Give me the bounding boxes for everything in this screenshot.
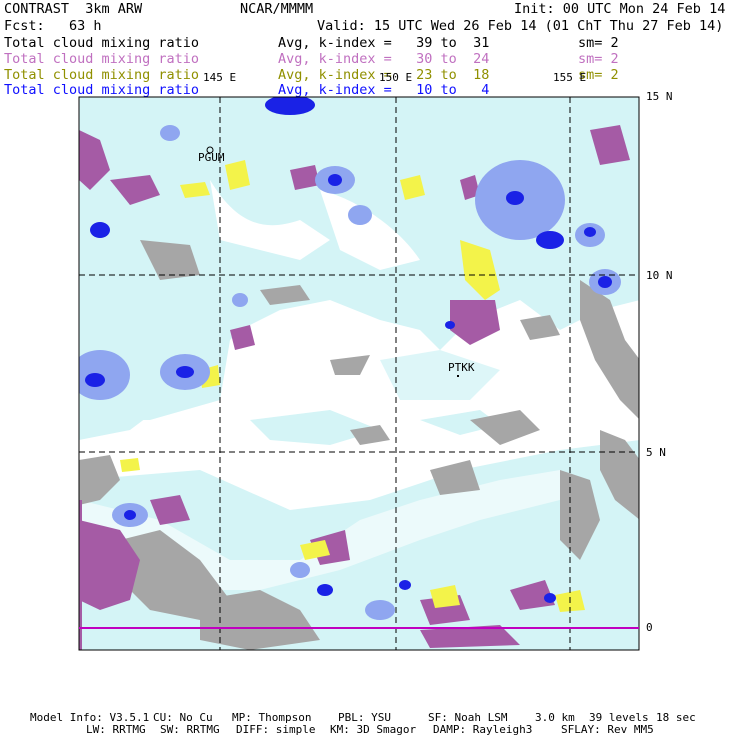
field-3-avg: Avg, k-index = 23 to 18 (278, 67, 490, 83)
field-2-avg: Avg, k-index = 30 to 24 (278, 51, 490, 67)
model-name: CONTRAST 3km ARW (4, 1, 143, 17)
field-3-name: Total cloud mixing ratio (4, 67, 200, 83)
km-scheme: KM: 3D Smagor (330, 723, 417, 736)
map-frame (78, 96, 640, 651)
lat-label-5n: 5 N (646, 446, 666, 459)
model-version: Model Info: V3.5.1 (30, 711, 150, 724)
cloud-purple-regions (79, 125, 639, 650)
field-4-avg: Avg, k-index = 10 to 4 (278, 82, 490, 98)
field-3-sm: sm= 2 (578, 67, 619, 83)
longwave-scheme: LW: RRTMG (86, 723, 146, 736)
lat-label-10n: 10 N (646, 269, 673, 282)
map-grid (79, 97, 639, 650)
station-pgum: PGUM (198, 151, 225, 164)
lat-label-15n: 15 N (646, 90, 673, 103)
grid-spacing: 3.0 km (535, 711, 575, 724)
station-markers (206, 146, 459, 377)
pbl-scheme: PBL: YSU (338, 711, 391, 724)
map-fields (79, 97, 639, 650)
field-1-sm: sm= 2 (578, 35, 619, 51)
microphysics-scheme: MP: Thompson (232, 711, 312, 724)
lat-label-0: 0 (646, 621, 653, 634)
forecast-hour: Fcst: 63 h (4, 18, 102, 34)
surface-scheme: SF: Noah LSM (428, 711, 508, 724)
field-1-name: Total cloud mixing ratio (4, 35, 200, 51)
time-step: 18 sec (656, 711, 696, 724)
valid-time: Valid: 15 UTC Wed 26 Feb 14 (01 ChT Thu … (317, 18, 724, 34)
diffusion-scheme: DIFF: simple (236, 723, 316, 736)
field-2-name: Total cloud mixing ratio (4, 51, 200, 67)
cloud-gray-regions (79, 240, 639, 650)
cumulus-scheme: CU: No Cu (153, 711, 213, 724)
cloud-blue-cores (79, 97, 621, 620)
lon-label-145: 145 E (203, 71, 237, 84)
station-ptkk: PTKK (448, 361, 475, 374)
lon-label-155: 155 E (553, 71, 587, 84)
cloud-yellow-regions (120, 160, 585, 612)
init-time: Init: 00 UTC Mon 24 Feb 14 (514, 1, 726, 17)
shortwave-scheme: SW: RRTMG (160, 723, 220, 736)
field-1-avg: Avg, k-index = 39 to 31 (278, 35, 490, 51)
center-name: NCAR/MMMM (240, 1, 314, 17)
damping-scheme: DAMP: Rayleigh3 (433, 723, 533, 736)
lon-label-150: 150 E (379, 71, 413, 84)
field-2-sm: sm= 2 (578, 51, 619, 67)
field-4-name: Total cloud mixing ratio (4, 82, 200, 98)
surface-layer-scheme: SFLAY: Rev MM5 (561, 723, 654, 736)
vertical-levels: 39 levels (589, 711, 649, 724)
